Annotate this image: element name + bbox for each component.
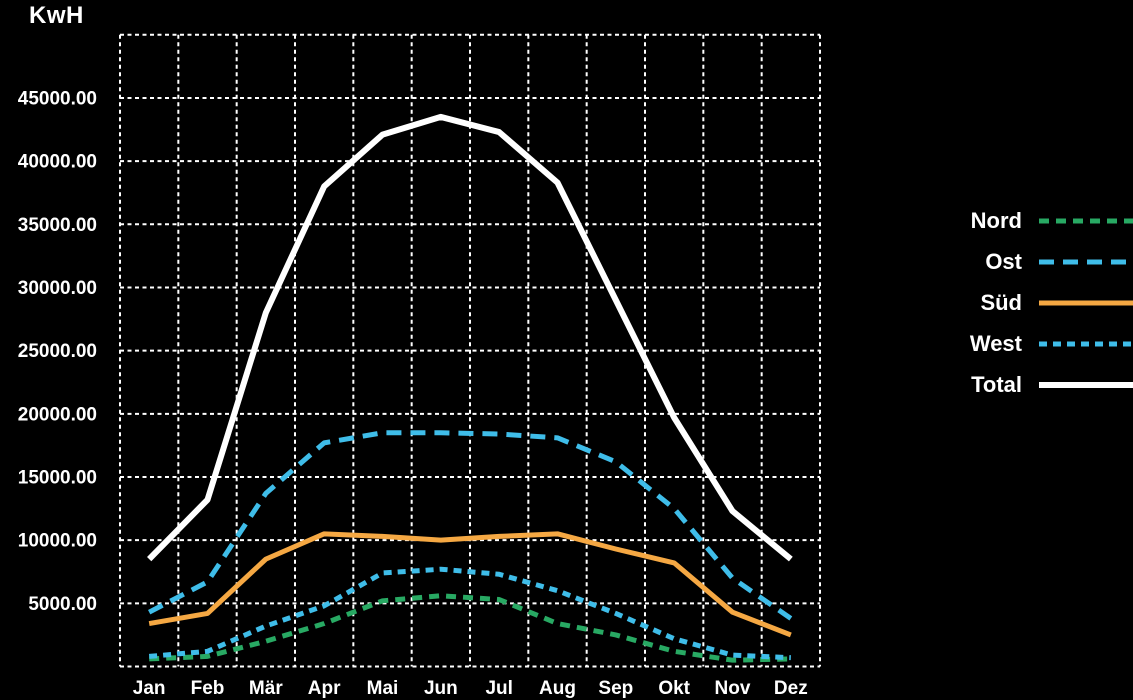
y-axis-tick-label: 45000.00 [18, 88, 97, 109]
legend-line-sample [1039, 259, 1133, 265]
x-axis-tick-label: Jun [424, 678, 458, 699]
y-axis-tick-label: 5000.00 [28, 594, 97, 615]
x-axis-tick-label: Feb [191, 678, 225, 699]
legend-item-total: Total [929, 364, 1133, 405]
x-axis-tick-label: Sep [598, 678, 633, 699]
legend-item-nord: Nord [929, 201, 1133, 242]
legend-label: Süd [980, 289, 1022, 315]
series-line-süd [148, 531, 792, 638]
x-axis-tick-label: Jan [133, 678, 166, 699]
y-axis-tick-label: 35000.00 [18, 215, 97, 236]
legend-line-sample [1039, 341, 1133, 347]
legend-label: Ost [985, 249, 1022, 275]
legend-item-ost: Ost [929, 242, 1133, 283]
x-axis-tick-label: Nov [715, 678, 751, 699]
legend-item-süd: Süd [929, 283, 1133, 324]
legend-label: Total [971, 371, 1022, 397]
legend-label: West [969, 330, 1022, 356]
legend: Nord Ost Süd West Total [929, 201, 1133, 405]
x-axis-tick-label: Apr [308, 678, 341, 699]
legend-line-sample [1039, 300, 1133, 306]
y-axis-tick-label: 10000.00 [18, 531, 97, 552]
y-axis-tick-label: 40000.00 [18, 152, 97, 173]
series-line-ost [148, 430, 793, 621]
x-axis-tick-label: Dez [774, 678, 808, 699]
series-line-nord [149, 593, 791, 663]
y-axis-tick-label: 15000.00 [18, 467, 97, 488]
legend-line-sample [1039, 218, 1133, 224]
x-axis-tick-label: Okt [658, 678, 690, 699]
series-line-west [148, 566, 791, 661]
y-axis-tick-label: 30000.00 [18, 278, 97, 299]
legend-line-sample [1039, 381, 1133, 388]
x-axis-tick-label: Mai [367, 678, 399, 699]
series-line-total [147, 113, 793, 562]
legend-item-west: West [929, 323, 1133, 364]
x-axis-tick-label: Jul [485, 678, 512, 699]
chart-title: KwH [29, 2, 84, 29]
x-axis-tick-label: Mär [249, 678, 283, 699]
y-axis-tick-label: 20000.00 [18, 404, 97, 425]
y-axis-tick-label: 25000.00 [18, 341, 97, 362]
x-axis-tick-label: Aug [539, 678, 576, 699]
legend-label: Nord [970, 208, 1022, 234]
